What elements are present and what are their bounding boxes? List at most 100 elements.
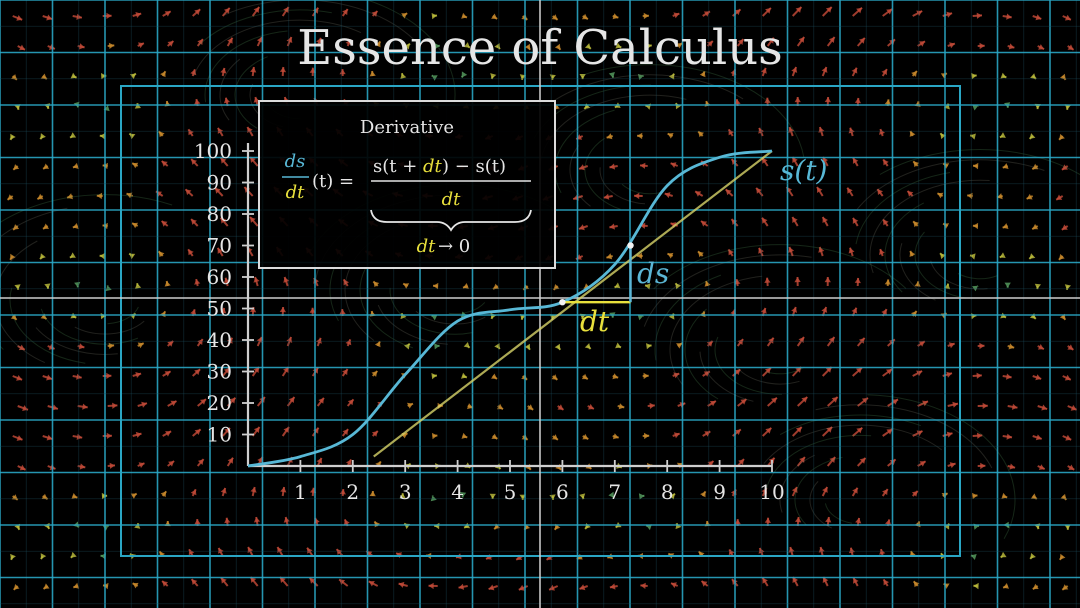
vector-arrowhead	[579, 224, 585, 231]
vector-arrowhead	[401, 13, 408, 19]
underbrace	[370, 209, 532, 232]
streamline	[234, 56, 268, 129]
vector-arrowhead	[227, 37, 233, 44]
vector-arrowhead	[1029, 253, 1036, 259]
vector-arrowhead	[848, 127, 855, 134]
vector-arrowhead	[758, 247, 764, 254]
vector-arrowhead	[1009, 463, 1016, 470]
vector-arrowhead	[72, 223, 79, 229]
vector-arrowhead	[200, 399, 206, 405]
vector-arrowhead	[856, 427, 863, 434]
vector-arrowhead	[73, 582, 80, 589]
vector-arrowhead	[973, 162, 979, 170]
vector-arrowhead	[223, 97, 230, 104]
vector-arrowhead	[646, 343, 652, 350]
vector-arrowhead	[762, 217, 768, 224]
vector-arrowhead	[704, 431, 711, 437]
vector-arrowhead	[342, 429, 349, 436]
streamline	[699, 351, 754, 402]
vector-arrowhead	[18, 344, 25, 351]
vector-arrowhead	[1068, 464, 1075, 470]
streamline	[40, 308, 139, 345]
vector-arrowhead	[913, 581, 920, 588]
vector-arrowhead	[1006, 433, 1012, 440]
vector-arrowhead	[197, 459, 204, 465]
vector-arrowhead	[135, 12, 142, 18]
numerator-s: s(t +	[373, 156, 417, 177]
vector-arrowhead	[283, 7, 289, 13]
vector-arrowhead	[822, 157, 828, 163]
vector-arrowhead	[167, 341, 174, 347]
vector-arrowhead	[197, 339, 203, 345]
vector-arrowhead	[603, 193, 610, 200]
vector-arrowhead	[826, 427, 833, 433]
vector-arrowhead	[339, 489, 346, 495]
vector-arrowhead	[855, 517, 862, 524]
vector-arrowhead	[881, 309, 887, 316]
vector-arrowhead	[734, 429, 741, 435]
streamline	[584, 137, 621, 210]
vector-arrowhead	[194, 429, 201, 435]
vector-arrowhead	[190, 69, 197, 76]
vector-arrowhead	[801, 397, 808, 403]
vector-arrowhead	[404, 43, 410, 50]
vector-arrowhead	[188, 129, 194, 136]
vector-arrowhead	[188, 549, 195, 556]
vector-arrowhead	[740, 399, 747, 405]
vector-arrowhead	[695, 191, 702, 197]
vector-arrowhead	[250, 67, 257, 73]
vector-arrowhead	[1032, 163, 1039, 170]
vector-arrowhead	[768, 337, 774, 344]
vector-arrowhead	[1003, 583, 1009, 589]
vector-arrowhead	[738, 459, 744, 465]
vector-arrowhead	[11, 494, 18, 500]
vector-arrowhead	[952, 401, 958, 408]
vector-arrowhead	[758, 127, 765, 134]
vector-arrowhead	[339, 309, 346, 315]
vector-arrowhead	[13, 224, 20, 230]
streamline	[824, 503, 853, 524]
vector-arrowhead	[557, 404, 564, 410]
vector-arrowhead	[43, 163, 50, 169]
vector-arrowhead	[223, 367, 230, 374]
vector-arrowhead	[949, 42, 955, 49]
vector-arrowhead	[1008, 343, 1015, 350]
streamline	[733, 363, 800, 385]
vector-arrowhead	[129, 73, 136, 80]
vector-arrowhead	[286, 337, 293, 343]
vector-arrowhead	[342, 9, 348, 16]
vector-arrowhead	[138, 462, 145, 468]
vector-arrowhead	[220, 217, 227, 224]
streamline	[193, 19, 362, 77]
vector-arrowhead	[792, 157, 798, 163]
streamline	[765, 434, 872, 492]
vector-arrowhead	[135, 283, 142, 289]
vector-arrowhead	[788, 547, 795, 553]
vector-arrowhead	[488, 584, 495, 591]
vector-arrowhead	[224, 517, 231, 524]
vector-arrowhead	[524, 43, 531, 50]
vector-arrowhead	[497, 403, 503, 410]
vector-arrowhead	[765, 367, 771, 374]
vector-arrowhead	[158, 131, 165, 138]
vector-arrowhead	[972, 222, 979, 230]
vector-arrowhead	[734, 9, 741, 16]
vector-arrowhead	[972, 492, 978, 500]
streamline	[0, 240, 46, 364]
vector-arrowhead	[1006, 13, 1012, 20]
vector-arrowhead	[194, 99, 201, 105]
vector-arrowhead	[646, 43, 652, 50]
vector-arrowhead	[399, 493, 406, 499]
secant-start-point	[559, 299, 566, 306]
vector-arrowhead	[398, 581, 405, 588]
vector-arrowhead	[913, 221, 919, 228]
vector-arrowhead	[434, 343, 440, 350]
vector-arrowhead	[637, 314, 644, 321]
vector-arrowhead	[1058, 253, 1065, 260]
vector-arrowhead	[829, 37, 835, 43]
vector-arrowhead	[699, 71, 706, 78]
streamline	[856, 159, 1045, 210]
vector-arrowhead	[431, 373, 437, 380]
vector-arrowhead	[13, 164, 20, 170]
